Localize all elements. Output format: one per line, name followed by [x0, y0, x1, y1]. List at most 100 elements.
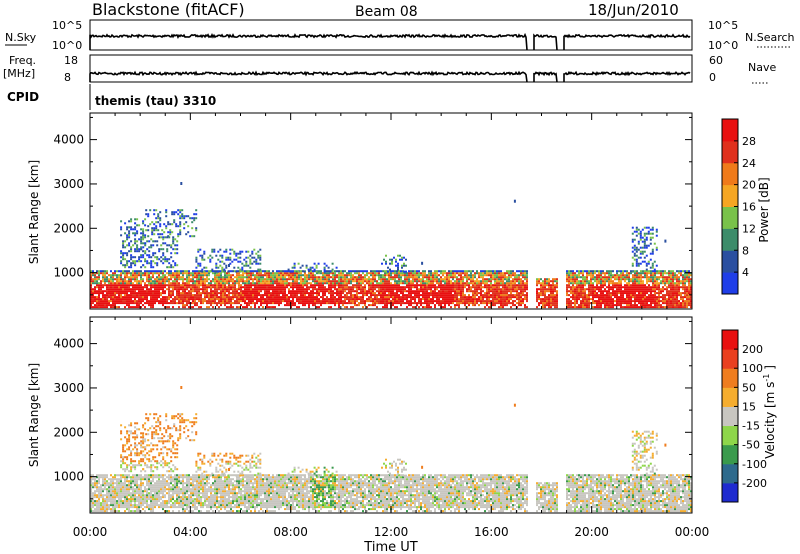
power-cell: [294, 282, 296, 285]
power-cell: [486, 298, 488, 301]
power-cell: [394, 282, 396, 285]
power-cell: [382, 286, 384, 289]
power-cell: [650, 270, 652, 273]
power-cell: [390, 294, 392, 297]
power-cell: [386, 288, 388, 291]
power-cell: [656, 282, 658, 285]
power-cell: [440, 302, 442, 305]
power-cell: [126, 270, 128, 273]
power-cell: [628, 276, 630, 279]
power-cell: [688, 278, 690, 281]
power-cell: [157, 233, 160, 236]
power-cell: [132, 260, 135, 263]
power-cell: [120, 270, 122, 273]
power-cell: [167, 235, 170, 238]
power-cell: [152, 290, 154, 293]
power-cell: [252, 278, 254, 281]
power-cell: [216, 274, 218, 277]
power-cell: [512, 286, 514, 289]
power-cell: [142, 242, 145, 245]
power-cell: [324, 294, 326, 297]
power-cell: [248, 304, 250, 307]
power-cell: [618, 296, 620, 299]
power-cell: [132, 296, 134, 299]
power-cell: [128, 250, 131, 253]
power-cell: [670, 294, 672, 297]
power-cell: [228, 300, 230, 303]
power-cell: [248, 294, 250, 297]
power-cell: [165, 209, 168, 212]
power-cell: [596, 306, 598, 309]
power-cell: [104, 282, 106, 285]
power-cell: [116, 280, 118, 283]
power-cell: [682, 296, 684, 299]
power-cell: [630, 280, 632, 283]
power-cell: [408, 292, 410, 295]
power-cell: [440, 296, 442, 299]
power-cell: [526, 270, 528, 273]
power-cell: [600, 272, 602, 275]
power-cell: [150, 298, 152, 301]
power-cell: [460, 290, 462, 293]
power-cell: [234, 276, 236, 279]
power-cell: [206, 270, 208, 273]
power-cell: [380, 300, 382, 303]
power-cell: [522, 282, 524, 285]
power-cell: [208, 292, 210, 295]
power-cell: [136, 284, 138, 287]
power-cell: [134, 260, 137, 263]
power-cell: [504, 276, 506, 279]
power-cell: [238, 298, 240, 301]
power-cell: [520, 284, 522, 287]
nsky-tick-top: 10^5: [52, 19, 82, 32]
power-cell: [192, 302, 194, 305]
power-cell: [462, 290, 464, 293]
power-cell: [506, 296, 508, 299]
power-cell: [122, 278, 124, 281]
power-cell: [508, 282, 510, 285]
power-cell: [170, 278, 172, 281]
power-cell: [258, 298, 260, 301]
power-cell: [486, 300, 488, 303]
power-cell: [164, 298, 166, 301]
power-cell: [116, 298, 118, 301]
power-cell: [662, 276, 664, 279]
power-cell: [374, 302, 376, 305]
power-cell: [526, 276, 528, 279]
power-cell: [456, 288, 458, 291]
power-cell: [136, 218, 139, 221]
power-cell: [180, 292, 182, 295]
power-cell: [266, 274, 268, 277]
power-cell: [268, 272, 270, 275]
power-cell: [194, 282, 196, 285]
power-cell: [454, 298, 456, 301]
power-cell: [182, 294, 184, 297]
power-cell: [424, 286, 426, 289]
power-cell: [664, 294, 666, 297]
power-cell: [684, 292, 686, 295]
power-cell: [592, 276, 594, 279]
power-cell: [294, 292, 296, 295]
power-cell: [132, 282, 134, 285]
power-cell: [618, 276, 620, 279]
power-cell: [282, 282, 284, 285]
power-cell: [670, 270, 672, 273]
power-cell: [542, 288, 544, 291]
power-cell: [186, 278, 188, 281]
power-cell: [544, 298, 546, 301]
power-cell: [464, 272, 466, 275]
power-cell: [546, 302, 548, 305]
power-cell: [674, 290, 676, 293]
power-cell: [414, 302, 416, 305]
power-cell: [300, 278, 302, 281]
power-cell: [400, 304, 402, 307]
power-cell: [494, 300, 496, 303]
power-cell: [462, 280, 464, 283]
power-cell: [490, 284, 492, 287]
power-cell: [318, 294, 320, 297]
power-cell: [542, 302, 544, 305]
power-cell: [142, 304, 144, 307]
power-cell: [506, 294, 508, 297]
power-cell: [590, 284, 592, 287]
power-cell: [522, 290, 524, 293]
